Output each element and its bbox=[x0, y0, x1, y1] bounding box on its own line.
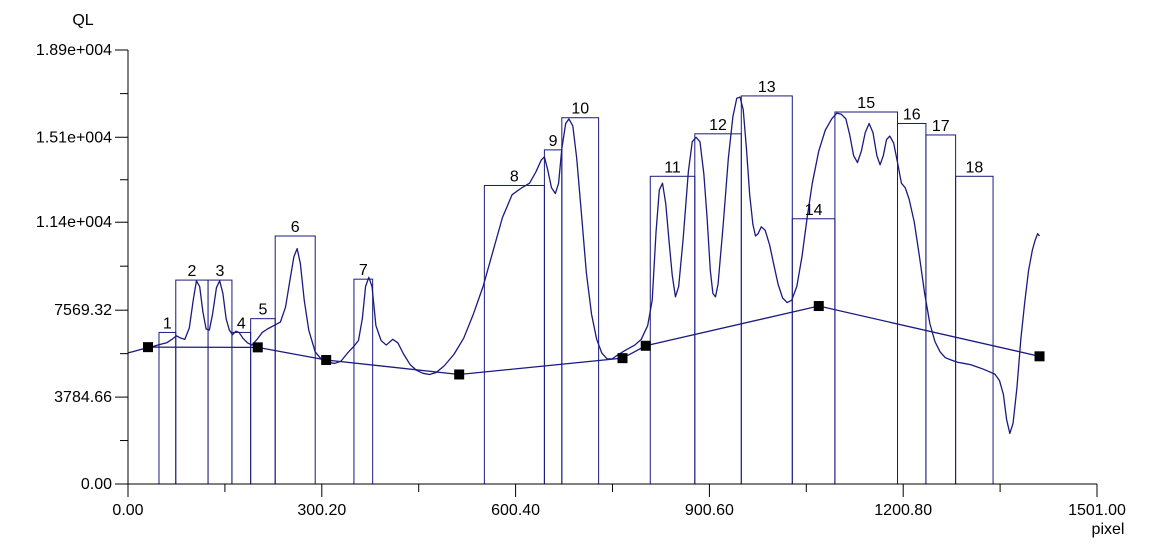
peak-label-5: 5 bbox=[258, 302, 267, 319]
peak-label-3: 3 bbox=[216, 263, 225, 280]
peak-box-8 bbox=[483, 184, 545, 485]
peak-label-9: 9 bbox=[549, 133, 558, 150]
x-tick-label-5: 1501.00 bbox=[1068, 502, 1126, 519]
peak-box-9 bbox=[543, 149, 563, 485]
y-tick-label-5: 1.89e+004 bbox=[36, 42, 112, 59]
peak-label-16: 16 bbox=[903, 106, 921, 123]
y-tick-label-1: 3784.66 bbox=[54, 389, 112, 406]
peak-label-18: 18 bbox=[965, 159, 983, 176]
peak-label-1: 1 bbox=[163, 315, 172, 332]
peak-box-13 bbox=[740, 95, 793, 485]
peak-label-4: 4 bbox=[237, 315, 246, 332]
peak-label-17: 17 bbox=[932, 118, 950, 135]
x-tick-label-2: 600.40 bbox=[491, 502, 540, 519]
peak-box-14 bbox=[791, 218, 836, 485]
peak-label-7: 7 bbox=[359, 262, 368, 279]
peak-box-18 bbox=[955, 175, 994, 485]
peak-label-2: 2 bbox=[187, 263, 196, 280]
baseline-line bbox=[148, 305, 1040, 376]
peak-box-4 bbox=[231, 331, 252, 485]
baseline-marker-5 bbox=[617, 353, 628, 364]
peak-label-13: 13 bbox=[758, 79, 776, 96]
peak-box-1 bbox=[158, 331, 177, 485]
peak-box-17 bbox=[925, 134, 957, 485]
peak-box-12 bbox=[694, 133, 742, 485]
y-tick-label-3: 1.14e+004 bbox=[36, 214, 112, 231]
y-tick-label-2: 7569.32 bbox=[54, 302, 112, 319]
peak-label-15: 15 bbox=[857, 95, 875, 112]
x-axis-title: pixel bbox=[1092, 521, 1125, 538]
peak-box-6 bbox=[274, 235, 316, 485]
baseline-marker-1 bbox=[143, 342, 154, 353]
peak-box-3 bbox=[207, 279, 233, 485]
baseline-marker-3 bbox=[321, 355, 332, 365]
series-layer bbox=[127, 96, 1045, 435]
peak-label-6: 6 bbox=[291, 219, 300, 236]
peak-box-16 bbox=[897, 122, 927, 485]
peak-label-14: 14 bbox=[805, 202, 823, 219]
peak-label-11: 11 bbox=[664, 159, 681, 176]
y-axis-title: QL bbox=[72, 12, 93, 29]
x-tick-label-1: 300.20 bbox=[297, 502, 346, 519]
x-tick-label-3: 900.60 bbox=[685, 502, 734, 519]
y-tick-label-4: 1.51e+004 bbox=[36, 129, 112, 146]
y-tick-label-0: 0.00 bbox=[81, 476, 112, 493]
x-tick-label-4: 1200.80 bbox=[874, 502, 932, 519]
peak-box-10 bbox=[561, 117, 600, 485]
baseline-marker-4 bbox=[454, 369, 465, 380]
x-tick-label-0: 0.00 bbox=[112, 502, 143, 519]
baseline-marker-6 bbox=[640, 340, 651, 351]
profile-line bbox=[127, 96, 1041, 435]
axes: 0.00 3784.66 7569.32 1.14e+004 1.51e+004 1.89… bbox=[36, 42, 1126, 519]
baseline-marker-2 bbox=[252, 342, 263, 353]
peak-label-12: 12 bbox=[709, 117, 727, 134]
peak-label-8: 8 bbox=[510, 168, 519, 185]
baseline-marker-8 bbox=[1034, 351, 1045, 362]
baseline-marker-7 bbox=[813, 301, 824, 312]
peak-box-15 bbox=[834, 111, 899, 485]
peak-label-10: 10 bbox=[571, 101, 589, 118]
